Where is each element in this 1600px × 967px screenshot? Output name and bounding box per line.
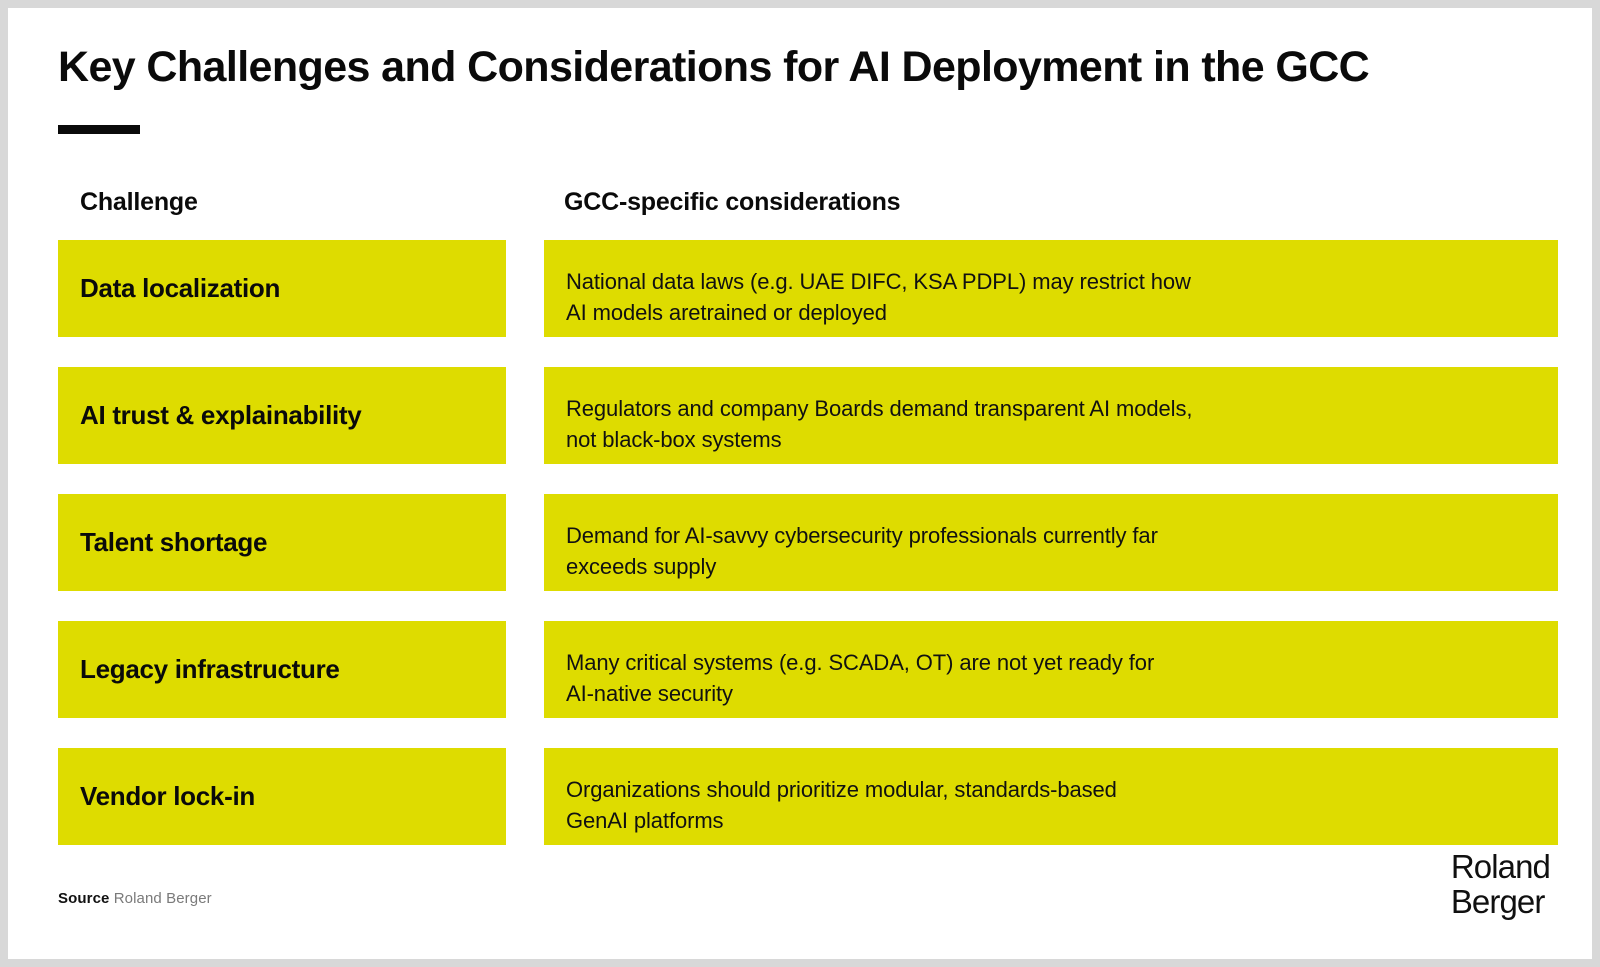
logo-line-2: Berger [1450, 882, 1546, 920]
roland-berger-logo: Roland Berger [1450, 848, 1551, 920]
column-header-considerations: GCC-specific considerations [564, 188, 901, 216]
table-header-row: Challenge GCC-specific considerations [58, 188, 1558, 240]
consideration-text: National data laws (e.g. UAE DIFC, KSA P… [566, 269, 1191, 326]
title-block: Key Challenges and Considerations for AI… [58, 43, 1548, 91]
column-header-challenge: Challenge [80, 188, 198, 216]
challenges-table: Challenge GCC-specific considerations Da… [58, 188, 1558, 875]
consideration-cell[interactable]: Regulators and company Boards demand tra… [544, 367, 1558, 464]
consideration-text: Regulators and company Boards demand tra… [566, 396, 1193, 453]
source-label: Source [58, 890, 110, 907]
challenge-label: AI trust & explainability [80, 399, 362, 430]
consideration-cell[interactable]: Demand for AI-savvy cybersecurity profes… [544, 494, 1558, 591]
source-value: Roland Berger [113, 890, 212, 907]
challenge-cell[interactable]: Legacy infrastructure [58, 621, 506, 718]
challenge-cell[interactable]: AI trust & explainability [58, 367, 506, 464]
challenge-cell[interactable]: Talent shortage [58, 494, 506, 591]
consideration-cell[interactable]: Many critical systems (e.g. SCADA, OT) a… [544, 621, 1558, 718]
table-row: Legacy infrastructure Many critical syst… [58, 621, 1558, 733]
table-row: AI trust & explainability Regulators and… [58, 367, 1558, 479]
page-title: Key Challenges and Considerations for AI… [58, 43, 1370, 91]
logo-line-1: Roland [1450, 848, 1551, 885]
title-accent-bar [58, 125, 140, 134]
consideration-text: Demand for AI-savvy cybersecurity profes… [566, 523, 1158, 580]
consideration-cell[interactable]: National data laws (e.g. UAE DIFC, KSA P… [544, 240, 1558, 337]
source-note: Source Roland Berger [58, 890, 212, 907]
table-row: Data localization National data laws (e.… [58, 240, 1558, 352]
challenge-cell[interactable]: Data localization [58, 240, 506, 337]
consideration-cell[interactable]: Organizations should prioritize modular,… [544, 748, 1558, 845]
challenge-label: Legacy infrastructure [80, 653, 340, 684]
table-row: Talent shortage Demand for AI-savvy cybe… [58, 494, 1558, 606]
challenge-cell[interactable]: Vendor lock-in [58, 748, 506, 845]
table-row: Vendor lock-in Organizations should prio… [58, 748, 1558, 860]
challenge-label: Data localization [80, 272, 281, 303]
challenge-label: Talent shortage [80, 526, 268, 557]
challenge-label: Vendor lock-in [80, 780, 255, 811]
consideration-text: Many critical systems (e.g. SCADA, OT) a… [566, 650, 1155, 707]
consideration-text: Organizations should prioritize modular,… [566, 777, 1117, 834]
slide-canvas: Key Challenges and Considerations for AI… [8, 8, 1592, 959]
